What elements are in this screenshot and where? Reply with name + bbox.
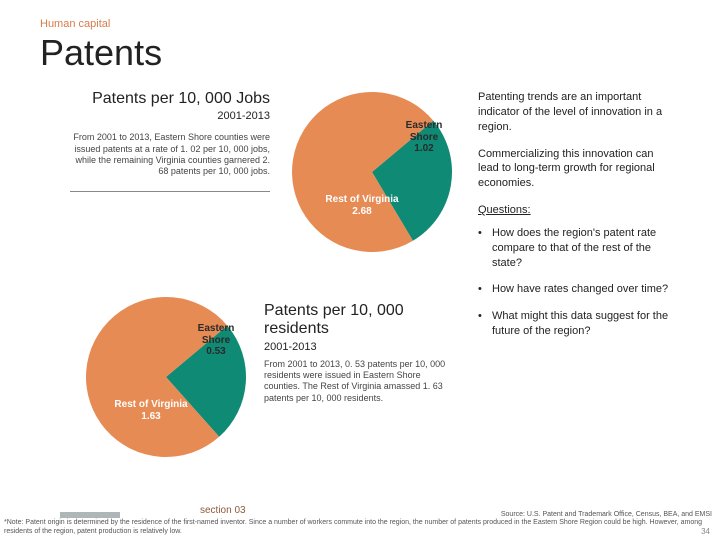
chart2-subtitle: 2001-2013 [264, 341, 459, 353]
page-title: Patents [40, 32, 680, 74]
chart2-title: Patents per 10, 000 residents [264, 302, 459, 339]
chart2-desc: From 2001 to 2013, 0. 53 patents per 10,… [264, 359, 459, 404]
page-number: 34 [701, 527, 710, 536]
source-text: Source: U.S. Patent and Trademark Office… [501, 511, 712, 518]
pie-slice-label: Eastern Shore1.02 [394, 120, 454, 155]
chart1-text: Patents per 10, 000 Jobs 2001-2013 From … [70, 90, 270, 192]
footnote: *Note: Patent origin is determined by th… [4, 519, 716, 536]
divider [70, 191, 270, 192]
content-area: Patents per 10, 000 Jobs 2001-2013 From … [40, 82, 680, 472]
questions-heading: Questions: [478, 203, 670, 218]
preheader: Human capital [40, 18, 680, 30]
questions-list: How does the region's patent rate compar… [478, 226, 670, 339]
right-column: Patenting trends are an important indica… [478, 90, 670, 351]
question-item: What might this data suggest for the fut… [478, 309, 670, 339]
chart1-subtitle: 2001-2013 [70, 110, 270, 122]
question-item: How does the region's patent rate compar… [478, 226, 670, 271]
pie-slice-label: Eastern Shore0.53 [186, 323, 246, 358]
section-label: section 03 [200, 505, 246, 516]
chart2-text: Patents per 10, 000 residents 2001-2013 … [264, 302, 459, 404]
pie-chart-residents: Eastern Shore0.53 Rest of Virginia1.63 [76, 287, 256, 467]
question-item: How have rates changed over time? [478, 282, 670, 297]
chart1-desc: From 2001 to 2013, Eastern Shore countie… [70, 132, 270, 177]
right-para-2: Commercializing this innovation can lead… [478, 147, 670, 192]
footer-bar [60, 512, 120, 518]
chart1-title: Patents per 10, 000 Jobs [70, 90, 270, 108]
pie-slice-label: Rest of Virginia2.68 [317, 194, 407, 217]
pie-slice-label: Rest of Virginia1.63 [106, 399, 196, 422]
right-para-1: Patenting trends are an important indica… [478, 90, 670, 135]
pie-chart-jobs: Eastern Shore1.02 Rest of Virginia2.68 [282, 82, 462, 262]
